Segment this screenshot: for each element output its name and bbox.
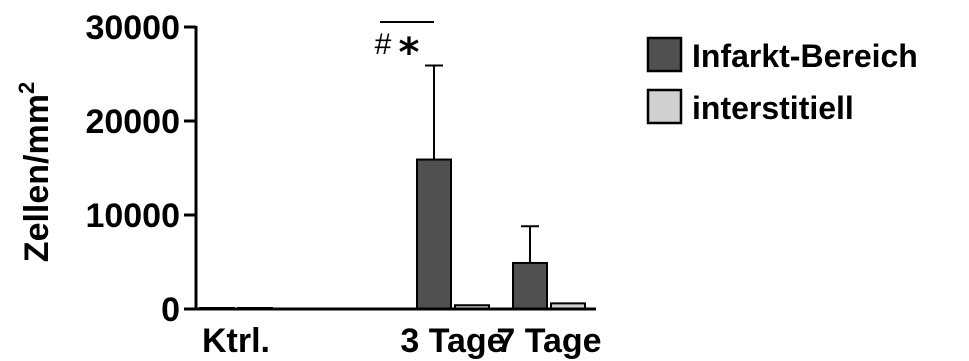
legend-swatch-1 <box>646 88 683 125</box>
x-tick-label: Ktrl. <box>202 322 270 360</box>
y-axis-label: Zellen/mm2 <box>14 82 56 262</box>
annotation-star: * <box>399 30 420 76</box>
legend: Infarkt-Bereich interstitiell <box>646 36 918 126</box>
legend-label-1: interstitiell <box>692 90 854 126</box>
y-axis: 0 10000 20000 30000 <box>85 9 198 329</box>
legend-swatch-0 <box>646 36 683 73</box>
bar-0-1 <box>416 158 452 310</box>
x-tick-label: 7 Tage <box>496 322 601 360</box>
y-tick-label: 10000 <box>85 197 180 235</box>
x-tick-label: 3 Tage <box>400 322 505 360</box>
y-axis-label-superscript: 2 <box>14 82 39 94</box>
bars <box>199 64 586 311</box>
annotations: # * <box>375 21 434 76</box>
y-tick-label: 20000 <box>85 103 180 141</box>
bar-0-2 <box>512 261 548 311</box>
legend-label-0: Infarkt-Bereich <box>692 38 918 74</box>
y-axis-label-text: Zellen/mm <box>18 94 56 262</box>
y-tick-label: 0 <box>161 291 180 329</box>
y-tick-label: 30000 <box>85 9 180 47</box>
annotation-hash: # <box>375 28 392 61</box>
